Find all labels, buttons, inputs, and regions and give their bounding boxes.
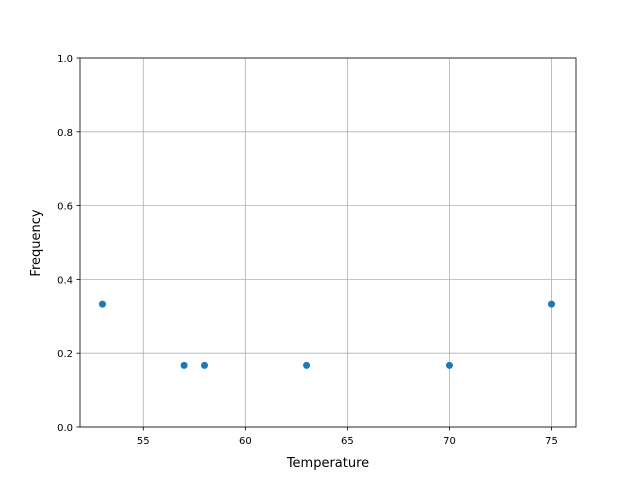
y-tick-label: 0.6 [57, 202, 73, 213]
axis-ticks: 55 60 65 70 75 0.0 0.2 0.4 0.6 0.8 1.0 [57, 54, 558, 447]
data-point [180, 361, 188, 369]
x-tick-label: 65 [341, 436, 354, 447]
y-tick-label: 0.0 [57, 423, 73, 434]
plot-frame [79, 57, 577, 428]
y-tick-label: 0.8 [57, 128, 73, 139]
data-point [98, 300, 106, 308]
data-point [303, 361, 311, 369]
y-tick-label: 1.0 [57, 54, 73, 65]
data-point [548, 300, 556, 308]
x-tick-label: 70 [443, 436, 456, 447]
y-tick-label: 0.2 [57, 349, 73, 360]
x-tick-label: 60 [239, 436, 252, 447]
grid [80, 57, 576, 428]
data-point [445, 361, 453, 369]
x-tick-label: 55 [137, 436, 150, 447]
y-tick-label: 0.4 [57, 275, 73, 286]
data-point [201, 361, 209, 369]
x-tick-label: 75 [545, 436, 558, 447]
x-axis-label: Temperature [286, 456, 369, 471]
data-points [98, 300, 556, 369]
y-axis-label: Frequency [29, 209, 44, 276]
